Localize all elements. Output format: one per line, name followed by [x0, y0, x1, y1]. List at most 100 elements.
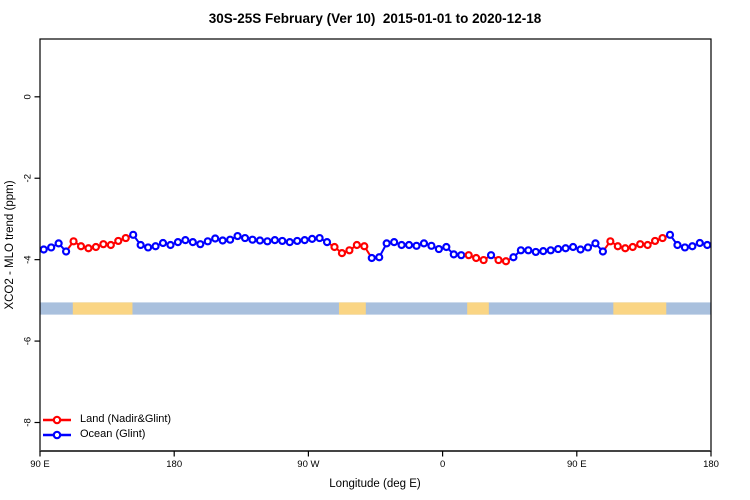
- land-data-point: [69, 237, 78, 246]
- ocean-data-point: [367, 253, 376, 263]
- land-data-point: [360, 242, 369, 251]
- y-tick-label: -4: [23, 255, 34, 263]
- land-data-point: [106, 240, 115, 250]
- ocean-data-point: [576, 245, 585, 254]
- land-data-point: [99, 240, 108, 249]
- land-data-point: [628, 242, 637, 252]
- ocean-data-point: [598, 247, 607, 256]
- land-data-point: [330, 242, 339, 252]
- ocean-data-point: [427, 241, 436, 250]
- ocean-data-point: [404, 240, 414, 250]
- ocean-data-point: [300, 236, 309, 245]
- ocean-data-point: [703, 240, 712, 250]
- ocean-data-point: [583, 243, 593, 252]
- ocean-data-point: [188, 238, 197, 247]
- ocean-data-point: [531, 247, 540, 257]
- land-data-point: [84, 244, 93, 253]
- ocean-data-point: [293, 236, 302, 246]
- ocean-data-point: [196, 240, 205, 249]
- land-data-point: [606, 237, 615, 246]
- ocean-data-point: [680, 243, 690, 252]
- ocean-data-point: [539, 247, 548, 256]
- land-data-point: [613, 242, 622, 251]
- ocean-data-point: [285, 238, 294, 247]
- land-surface-band-segment: [613, 302, 667, 315]
- ocean-data-point: [233, 231, 242, 241]
- ocean-data-point: [129, 230, 138, 239]
- ocean-data-point: [546, 246, 555, 255]
- ocean-data-point: [144, 243, 153, 252]
- x-tick-label: 180: [166, 459, 182, 470]
- ocean-data-point: [665, 230, 675, 239]
- ocean-data-point: [173, 238, 183, 247]
- ocean-data-point: [181, 236, 190, 245]
- chart-title: 30S-25S February (Ver 10) 2015-01-01 to …: [208, 11, 542, 26]
- land-data-point: [337, 249, 347, 258]
- y-tick-label: -8: [23, 418, 34, 426]
- ocean-data-point: [516, 246, 525, 255]
- x-axis-title: Longitude (deg E): [329, 478, 421, 490]
- ocean-data-point: [449, 250, 458, 259]
- ocean-data-point: [695, 238, 704, 248]
- land-surface-band-segment: [467, 302, 489, 315]
- land-series-swatch-icon: [43, 415, 71, 424]
- ocean-data-point: [315, 233, 324, 243]
- ocean-data-point: [509, 253, 518, 262]
- ocean-data-point: [688, 242, 697, 251]
- ocean-data-point: [218, 236, 227, 245]
- land-data-point: [352, 240, 361, 250]
- legend-label-ocean: Ocean (Glint): [80, 428, 146, 440]
- ocean-data-point: [486, 251, 496, 260]
- ocean-data-point: [568, 242, 578, 252]
- ocean-data-point: [278, 236, 287, 246]
- land-data-point: [621, 244, 630, 253]
- land-data-point: [464, 251, 473, 260]
- y-tick-label: -6: [23, 337, 34, 345]
- ocean-data-point: [47, 243, 56, 252]
- legend-label-land: Land (Nadir&Glint): [80, 413, 172, 425]
- ocean-data-point: [322, 238, 332, 247]
- ocean-data-point: [308, 234, 317, 243]
- land-data-point: [345, 246, 354, 255]
- ocean-data-point: [240, 233, 250, 243]
- ocean-series-swatch-icon: [43, 430, 71, 439]
- x-tick-label: 90 W: [297, 459, 319, 470]
- ocean-data-point: [203, 237, 212, 246]
- land-surface-band-segment: [72, 302, 133, 315]
- ocean-data-point: [434, 244, 443, 254]
- ocean-data-point: [263, 237, 272, 246]
- ocean-data-point: [226, 235, 235, 244]
- land-data-point: [479, 255, 488, 265]
- legend-item-ocean: Ocean (Glint): [42, 427, 171, 442]
- ocean-surface-band: [40, 302, 711, 315]
- legend-item-land: Land (Nadir&Glint): [42, 412, 171, 427]
- land-data-point: [76, 242, 86, 251]
- ocean-data-point: [54, 239, 63, 248]
- ocean-data-point: [412, 241, 421, 250]
- ocean-data-point: [673, 240, 682, 250]
- ocean-data-point: [211, 234, 220, 243]
- land-data-point: [91, 242, 101, 252]
- ocean-data-point: [136, 240, 145, 250]
- y-tick-label: -2: [23, 174, 34, 182]
- land-data-point: [494, 255, 503, 265]
- land-data-point: [121, 233, 130, 243]
- ocean-data-point: [375, 253, 384, 262]
- land-data-point: [643, 240, 652, 250]
- ocean-data-point: [382, 239, 391, 248]
- land-data-point: [658, 233, 667, 243]
- ocean-data-point: [419, 239, 429, 248]
- ocean-data-point: [255, 236, 265, 245]
- x-tick-label: 90 E: [567, 459, 587, 470]
- land-data-point: [650, 236, 660, 246]
- ocean-data-point: [524, 246, 533, 255]
- ocean-data-point: [151, 242, 160, 251]
- ocean-data-point: [561, 244, 570, 253]
- y-tick-label: 0: [23, 94, 34, 99]
- x-tick-label: 90 E: [30, 459, 50, 470]
- ocean-data-point: [442, 242, 451, 252]
- ocean-data-point: [270, 236, 279, 245]
- legend: Land (Nadir&Glint) Ocean (Glint): [42, 412, 171, 442]
